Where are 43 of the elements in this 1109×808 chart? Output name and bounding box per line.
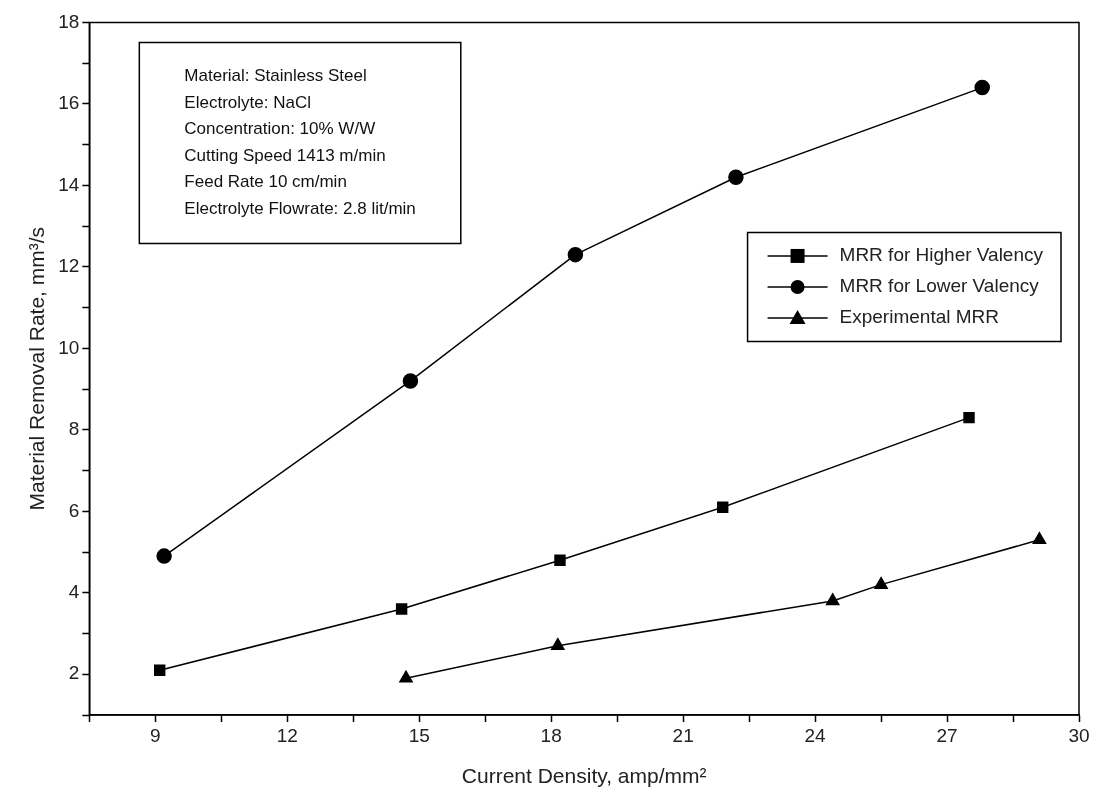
annotation: Concentration: 10% W/W <box>184 119 376 139</box>
annotation: Electrolyte Flowrate: 2.8 lit/min <box>184 198 416 218</box>
y-tick-label: 18 <box>58 10 80 32</box>
y-tick-label: 14 <box>58 173 80 195</box>
y-tick-label: 8 <box>68 418 80 440</box>
annotation: Feed Rate 10 cm/min <box>184 172 347 192</box>
x-axis-title: Current Density, amp/mm² <box>461 764 707 788</box>
y-axis-title: Material Removal Rate, mm³/s <box>25 226 49 511</box>
point <box>825 593 840 606</box>
y-tick-label: 6 <box>68 499 80 521</box>
y-tick-label: 4 <box>68 581 80 603</box>
point <box>717 501 729 513</box>
point <box>154 664 166 676</box>
point <box>395 603 408 615</box>
legend-label: Experimental MRR <box>839 306 999 328</box>
point <box>874 576 888 589</box>
annotation: Cutting Speed 1413 m/min <box>184 145 386 165</box>
point <box>963 411 975 424</box>
legend-label: MRR for Lower Valency <box>839 275 1040 297</box>
x-tick-label: 27 <box>936 724 958 746</box>
annotation: Electrolyte: NaCl <box>184 92 311 112</box>
point <box>399 670 413 683</box>
x-tick-label: 15 <box>408 724 430 746</box>
y-tick-label: 12 <box>58 255 80 277</box>
x-tick-label: 18 <box>540 724 562 746</box>
point <box>1032 532 1047 545</box>
annotation: Material: Stainless Steel <box>184 66 367 86</box>
point <box>974 79 990 96</box>
x-tick-label: 30 <box>1068 724 1090 746</box>
x-tick-label: 21 <box>672 724 694 746</box>
y-tick-label: 16 <box>58 92 80 114</box>
y-tick-label: 10 <box>58 336 80 358</box>
legend-label: MRR for Higher Valency <box>839 244 1044 266</box>
x-tick-label: 12 <box>276 724 298 746</box>
point <box>554 554 566 566</box>
point <box>550 637 565 650</box>
x-tick-label: 9 <box>150 724 161 746</box>
point <box>728 169 744 185</box>
point <box>156 548 172 564</box>
y-tick-label: 2 <box>68 662 80 684</box>
point <box>567 246 584 263</box>
x-tick-label: 24 <box>804 724 827 746</box>
point <box>402 373 419 389</box>
